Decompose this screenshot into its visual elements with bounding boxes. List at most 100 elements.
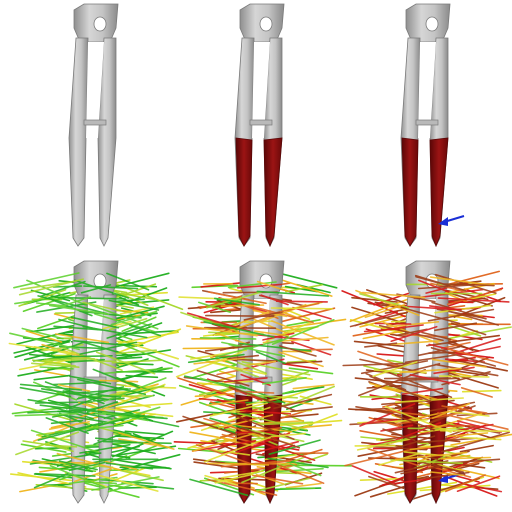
stop-bar	[83, 119, 107, 126]
direction-line	[68, 461, 106, 472]
direction-line	[409, 373, 461, 386]
direction-line	[226, 354, 260, 360]
direction-line	[176, 407, 240, 423]
direction-line	[271, 318, 335, 346]
direction-line	[367, 447, 422, 468]
direction-line	[461, 482, 503, 493]
direction-line	[128, 324, 162, 337]
direction-line	[18, 278, 84, 296]
arm-gap	[252, 42, 270, 138]
panel-bottom-grips	[173, 260, 353, 505]
arm-gap	[86, 42, 104, 138]
direction-line	[252, 474, 304, 485]
direction-line	[437, 297, 510, 303]
direction-line	[273, 276, 333, 297]
direction-line	[52, 285, 83, 288]
direction-line	[390, 324, 424, 330]
direction-line	[82, 301, 122, 312]
direction-line	[357, 350, 399, 366]
direction-line	[108, 373, 166, 397]
direction-line	[418, 471, 470, 481]
direction-line	[232, 300, 279, 320]
direction-line	[79, 341, 138, 355]
direction-line	[114, 435, 165, 440]
direction-line	[378, 324, 444, 342]
direction-line	[94, 313, 155, 333]
direction-line	[459, 444, 494, 453]
direction-line	[33, 472, 69, 489]
direction-line	[246, 394, 295, 406]
direction-line	[382, 428, 416, 442]
right-red-grip	[429, 394, 449, 505]
direction-line	[102, 367, 173, 375]
direction-line	[53, 461, 114, 469]
direction-line	[431, 402, 471, 419]
direction-line	[98, 417, 130, 427]
direction-line	[19, 386, 72, 398]
direction-line	[31, 359, 77, 367]
direction-line	[20, 443, 67, 453]
direction-line	[237, 412, 308, 431]
direction-line	[358, 368, 427, 397]
direction-line	[204, 474, 237, 486]
direction-line	[115, 349, 157, 355]
direction-line	[390, 325, 438, 343]
direction-line	[48, 420, 90, 431]
direction-line	[447, 348, 509, 366]
direction-line	[220, 304, 265, 308]
direction-line	[446, 424, 487, 440]
direction-line	[25, 330, 63, 343]
direction-line	[446, 432, 489, 438]
direction-line	[191, 284, 238, 289]
direction-line	[70, 316, 120, 329]
direction-line	[50, 298, 93, 317]
direction-line	[429, 276, 495, 287]
direction-line	[15, 431, 79, 456]
direction-line	[91, 476, 160, 491]
direction-line	[200, 439, 264, 452]
direction-line	[180, 387, 238, 406]
direction-line	[434, 304, 492, 314]
direction-line	[94, 473, 159, 492]
direction-line	[182, 415, 240, 437]
direction-line	[203, 320, 275, 338]
direction-line	[124, 385, 177, 389]
direction-line	[27, 409, 82, 414]
direction-line	[429, 401, 476, 412]
direction-line	[105, 407, 174, 418]
direction-line	[77, 378, 147, 396]
direction-line	[255, 350, 286, 365]
direction-line	[106, 323, 153, 339]
direction-line	[394, 414, 435, 431]
direction-line	[256, 477, 313, 492]
direction-line	[362, 418, 398, 425]
direction-line	[191, 439, 257, 452]
direction-line	[278, 351, 324, 368]
direction-line	[37, 295, 108, 315]
direction-line	[260, 294, 289, 306]
direction-line	[50, 341, 85, 355]
direction-line	[388, 371, 453, 399]
direction-line	[459, 436, 502, 441]
direction-line	[430, 346, 497, 367]
direction-line	[200, 281, 243, 288]
tool-model	[234, 3, 285, 248]
direction-line	[376, 353, 410, 358]
direction-line	[9, 332, 80, 351]
direction-line	[116, 445, 177, 457]
direction-line	[218, 414, 274, 429]
direction-line	[394, 451, 468, 461]
direction-line	[407, 427, 469, 430]
direction-line	[292, 306, 332, 320]
direction-line	[239, 384, 286, 404]
panel-top-plain	[68, 3, 119, 247]
direction-line	[110, 272, 170, 289]
direction-line	[95, 437, 144, 445]
right-red-grip	[429, 137, 449, 248]
direction-line	[440, 431, 510, 453]
hinge-hole	[93, 16, 107, 32]
direction-line	[368, 475, 405, 490]
direction-line	[431, 301, 487, 320]
direction-line	[224, 464, 298, 474]
direction-line	[54, 333, 109, 344]
